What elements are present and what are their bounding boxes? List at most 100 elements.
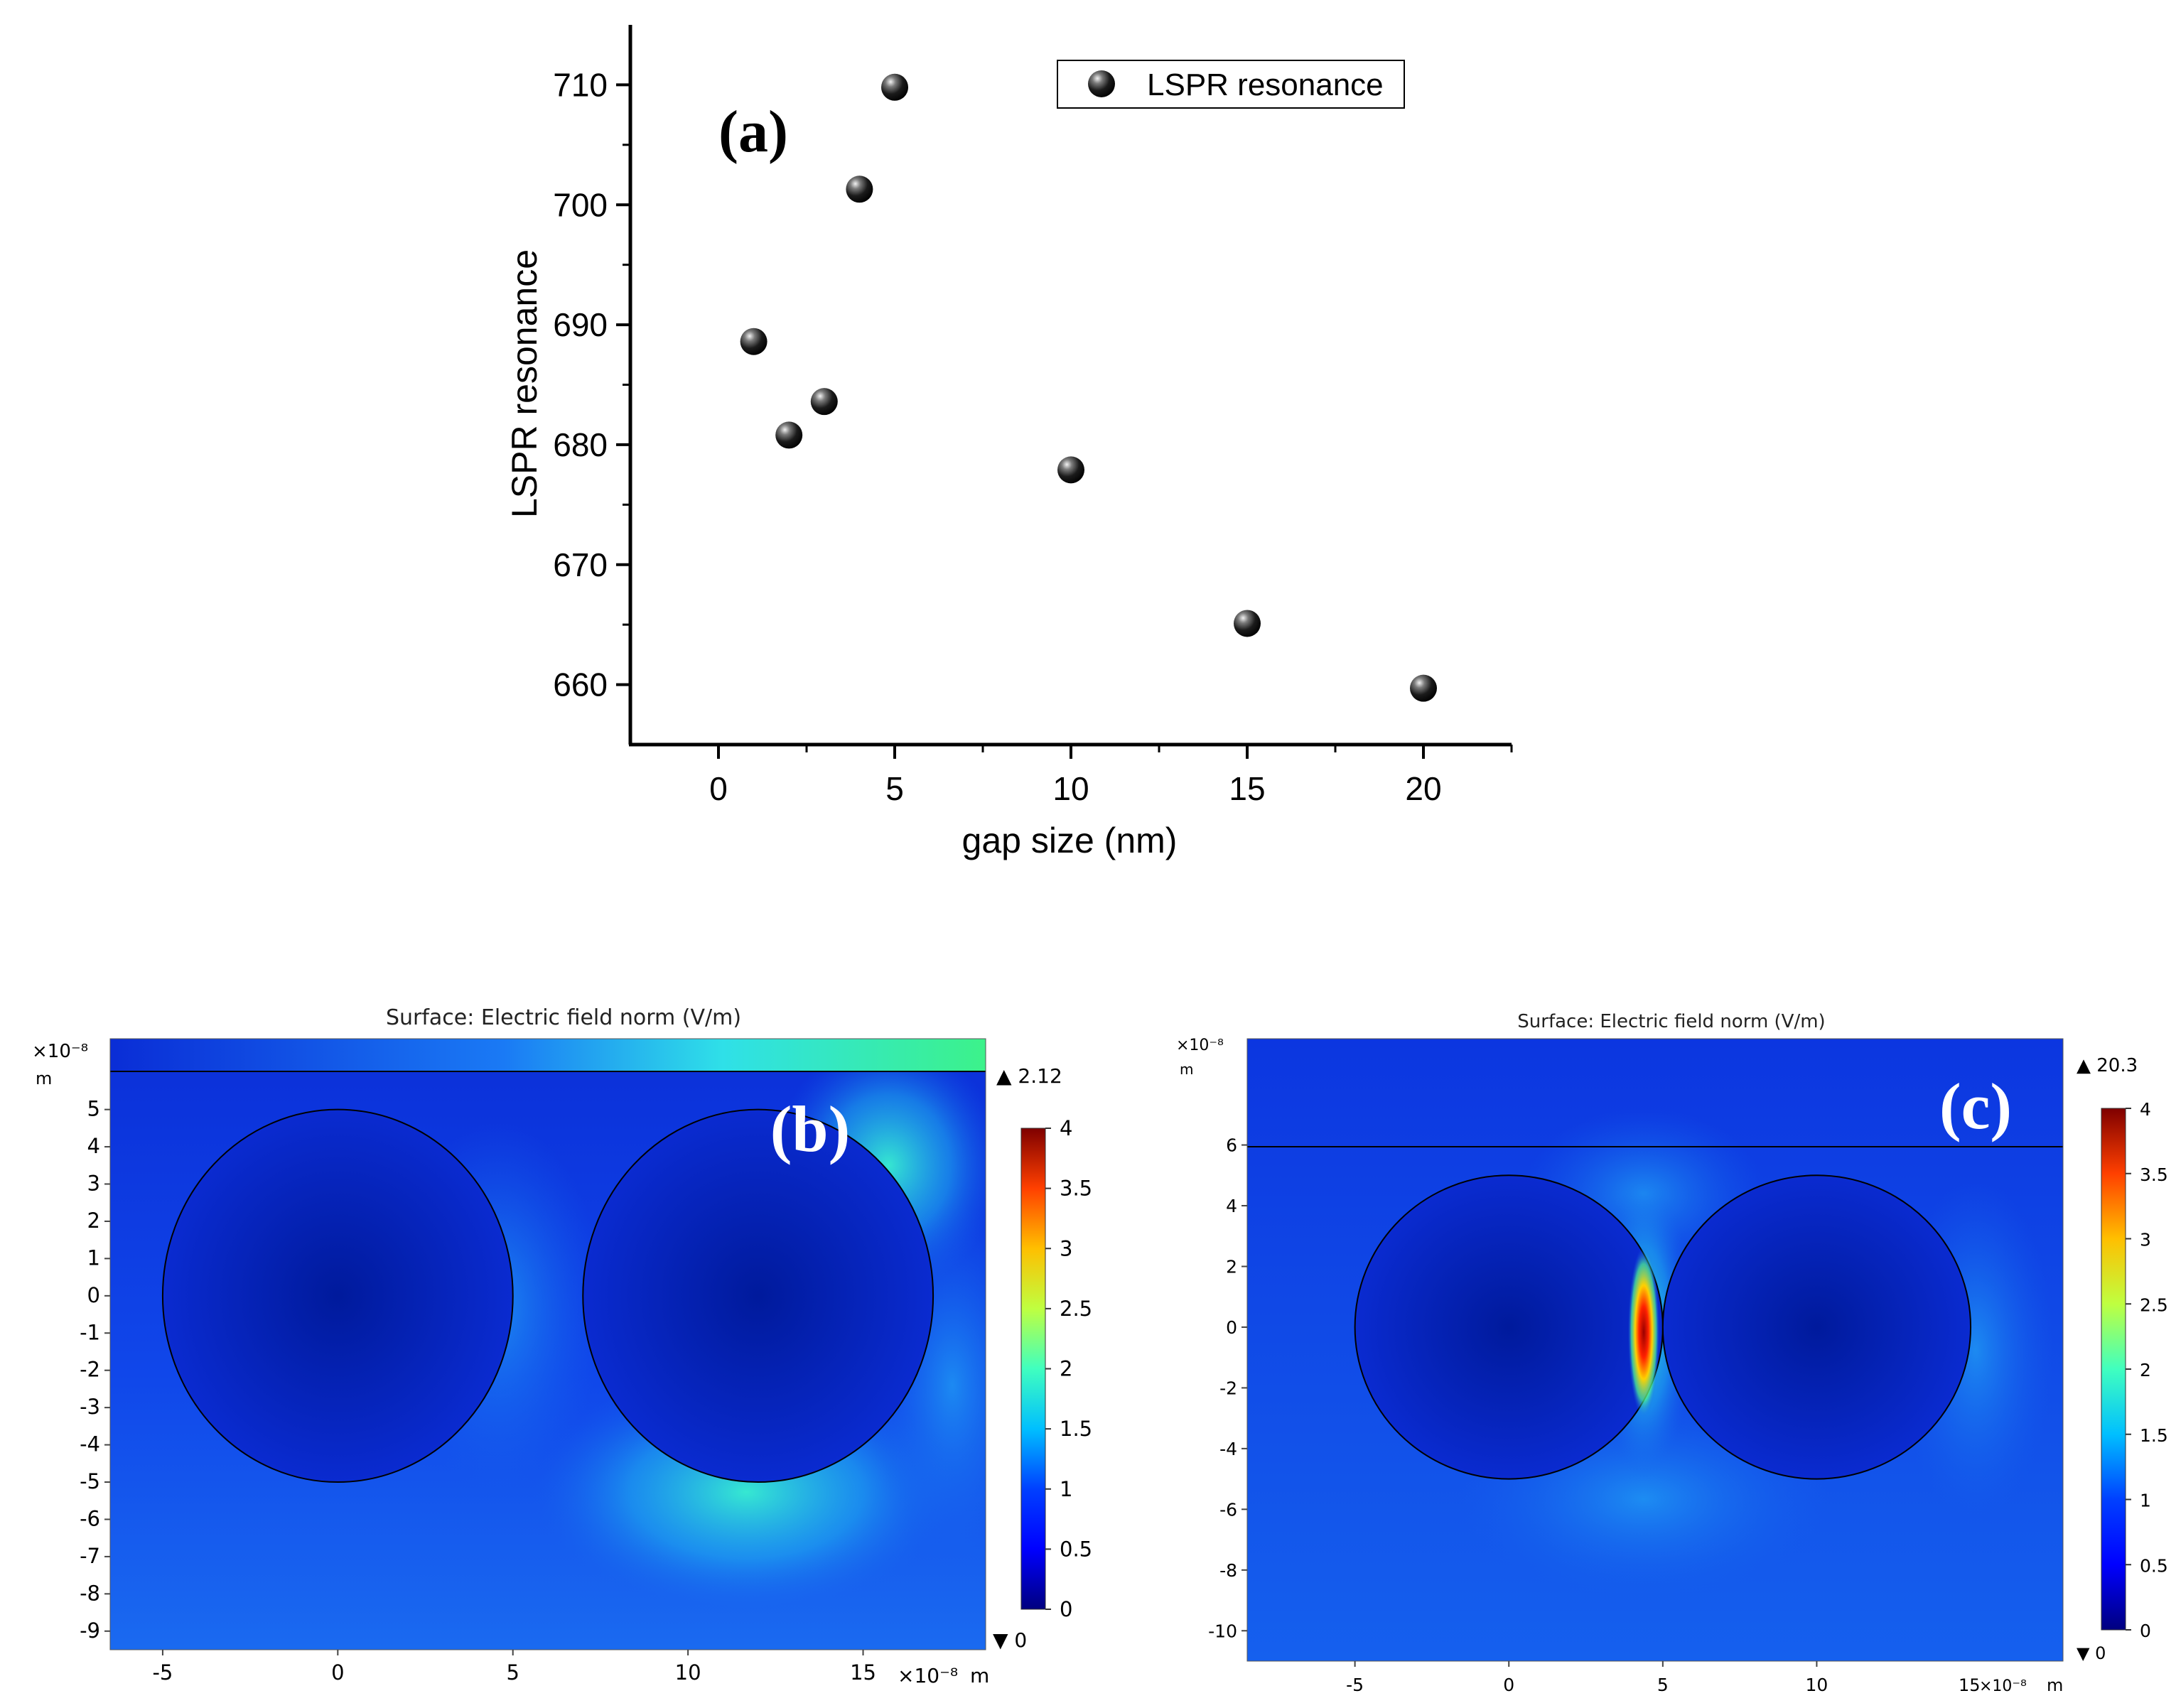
x-multiplier-c: ×10⁻⁸ xyxy=(1979,1677,2027,1695)
panel-label-c: (c) xyxy=(1939,1070,2012,1142)
y-ticks-b: 5 4 3 2 1 0 -1 -2 -3 -4 -5 -6 -7 -8 -9 xyxy=(80,1097,110,1643)
data-point xyxy=(846,175,873,203)
x-tick-label-a: 20 xyxy=(1405,770,1441,807)
y-unit-b: m xyxy=(36,1069,52,1088)
data-points-a xyxy=(740,73,1437,702)
x-tick-label-a: 5 xyxy=(885,770,904,807)
y-tick-label-b: 0 xyxy=(87,1283,100,1307)
colorbar-tick-label-c: 3 xyxy=(2140,1230,2151,1250)
colorbar-tick-label-c: 1.5 xyxy=(2140,1425,2168,1446)
x-axis-title-a: gap size (nm) xyxy=(962,821,1178,860)
colorbar-tick-label-b: 3 xyxy=(1060,1236,1072,1260)
y-tick-label-c: -2 xyxy=(1219,1378,1237,1398)
x-unit-c: m xyxy=(2047,1675,2063,1695)
colorbar-max-b: ▲ 2.12 xyxy=(996,1064,1062,1088)
colorbar-tick-label-b: 3.5 xyxy=(1060,1177,1092,1201)
y-tick-label-b: 5 xyxy=(87,1097,100,1121)
y-tick-label-b: 2 xyxy=(87,1209,100,1233)
y-tick-label-c: 6 xyxy=(1226,1135,1237,1156)
title-b: Surface: Electric field norm (V/m) xyxy=(386,1005,741,1030)
y-tick-label-a: 680 xyxy=(553,426,608,463)
y-ticks-c: 6 4 2 0 -2 -4 -6 -8 -10 xyxy=(1208,1135,1247,1641)
nanoparticle-outline xyxy=(582,1108,935,1483)
colorbar-tick-label-c: 3.5 xyxy=(2140,1164,2168,1185)
y-tick-label-a: 690 xyxy=(553,306,608,343)
scatter-chart-panel-a: 0 5 10 15 20 660 670 680 690 700 710 (a) gap size … xyxy=(505,25,1513,860)
panel-label-b: (b) xyxy=(770,1093,850,1165)
y-tick-label-a: 670 xyxy=(553,546,608,583)
colorbar-max-c: ▲ 20.3 xyxy=(2077,1055,2138,1076)
x-ticks-b: -5 0 5 10 15 xyxy=(152,1650,876,1685)
x-unit-b: m xyxy=(970,1664,989,1687)
x-tick-label-b: -5 xyxy=(152,1660,173,1685)
x-tick-label-a: 0 xyxy=(709,770,728,807)
colorbar-tick-label-b: 1.5 xyxy=(1060,1417,1092,1441)
x-last-tick-c: 15 xyxy=(1959,1675,1981,1695)
x-tick-label-a: 15 xyxy=(1229,770,1265,807)
data-point xyxy=(775,421,803,449)
data-point xyxy=(810,388,838,416)
colorbar-tick-label-b: 4 xyxy=(1060,1116,1072,1140)
y-tick-label-b: -9 xyxy=(80,1618,100,1643)
y-tick-label-b: -3 xyxy=(80,1395,100,1419)
data-point xyxy=(1234,610,1261,637)
y-tick-label-b: -2 xyxy=(80,1358,100,1382)
y-tick-label-b: -5 xyxy=(80,1469,100,1493)
y-tick-label-b: -6 xyxy=(80,1506,100,1530)
y-tick-label-b: -1 xyxy=(80,1320,100,1344)
x-tick-label-b: 0 xyxy=(331,1660,344,1685)
colorbar-tick-label-b: 2.5 xyxy=(1060,1297,1092,1321)
colorbar-tick-label-c: 2 xyxy=(2140,1360,2151,1380)
y-tick-label-b: -8 xyxy=(80,1581,100,1605)
colorbar-tick-label-b: 2 xyxy=(1060,1357,1072,1381)
x-multiplier-b: ×10⁻⁸ xyxy=(898,1664,958,1687)
y-tick-label-c: -8 xyxy=(1219,1560,1237,1581)
y-tick-label-a: 710 xyxy=(553,66,608,103)
legend-a: LSPR resonance xyxy=(1057,60,1405,109)
x-tick-label-c: 5 xyxy=(1657,1675,1669,1695)
colorbar-tick-label-c: 1 xyxy=(2140,1491,2151,1511)
ticks-a: 0 5 10 15 20 660 670 680 690 700 710 xyxy=(553,66,1513,807)
y-tick-label-b: 1 xyxy=(87,1245,100,1270)
field-map-panel-b: Surface: Electric field norm (V/m) -5 0 5 1… xyxy=(32,1005,1092,1687)
colorbar-tick-label-c: 0 xyxy=(2140,1621,2151,1641)
colorbar-min-c: ▼ 0 xyxy=(2077,1643,2106,1663)
colorbar-tick-label-b: 0 xyxy=(1060,1597,1072,1621)
y-multiplier-c: ×10⁻⁸ xyxy=(1176,1037,1224,1054)
x-ticks-c: -5 0 5 10 xyxy=(1346,1661,1828,1695)
y-tick-label-b: -7 xyxy=(80,1544,100,1568)
data-point xyxy=(740,328,767,355)
data-point xyxy=(1410,674,1437,702)
legend-marker xyxy=(1088,70,1115,97)
nanoparticle-outline xyxy=(161,1108,514,1483)
data-point xyxy=(1057,456,1084,484)
colorbar-b: 4 3.5 3 2.5 2 1.5 1 0.5 0 ▲ 2.12 ▼ 0 xyxy=(993,1064,1092,1652)
colorbar-tick-label-c: 4 xyxy=(2140,1099,2151,1120)
colorbar-tick-label-b: 1 xyxy=(1060,1477,1072,1501)
y-unit-c: m xyxy=(1180,1061,1193,1078)
x-tick-label-a: 10 xyxy=(1052,770,1089,807)
y-tick-label-b: -4 xyxy=(80,1432,100,1456)
colorbar-tick-label-c: 2.5 xyxy=(2140,1294,2168,1315)
colorbar-min-b: ▼ 0 xyxy=(993,1628,1027,1652)
panel-label-a: (a) xyxy=(718,99,788,165)
heatmap-b xyxy=(110,1039,986,1650)
y-tick-label-c: 4 xyxy=(1226,1196,1237,1216)
field-map-panel-c: Surface: Electric field norm (V/m) -5 0 5 1… xyxy=(1176,1011,2168,1695)
x-tick-label-c: 0 xyxy=(1503,1675,1514,1695)
x-tick-label-b: 15 xyxy=(850,1660,876,1685)
title-c: Surface: Electric field norm (V/m) xyxy=(1517,1011,1825,1032)
heatmap-c xyxy=(1247,1039,2063,1661)
y-axis-title-a: LSPR resonance xyxy=(505,249,544,518)
y-tick-label-a: 700 xyxy=(553,186,608,223)
nanoparticle-outline xyxy=(1354,1174,1664,1480)
y-tick-label-c: -10 xyxy=(1208,1621,1237,1641)
y-tick-label-b: 4 xyxy=(87,1134,100,1158)
x-tick-label-b: 5 xyxy=(506,1660,519,1685)
legend-box xyxy=(1057,60,1405,109)
y-tick-label-b: 3 xyxy=(87,1172,100,1196)
y-tick-label-c: 0 xyxy=(1226,1317,1237,1338)
y-multiplier-b: ×10⁻⁸ xyxy=(32,1041,88,1062)
y-tick-label-c: -6 xyxy=(1219,1499,1237,1520)
x-tick-label-b: 10 xyxy=(675,1660,701,1685)
